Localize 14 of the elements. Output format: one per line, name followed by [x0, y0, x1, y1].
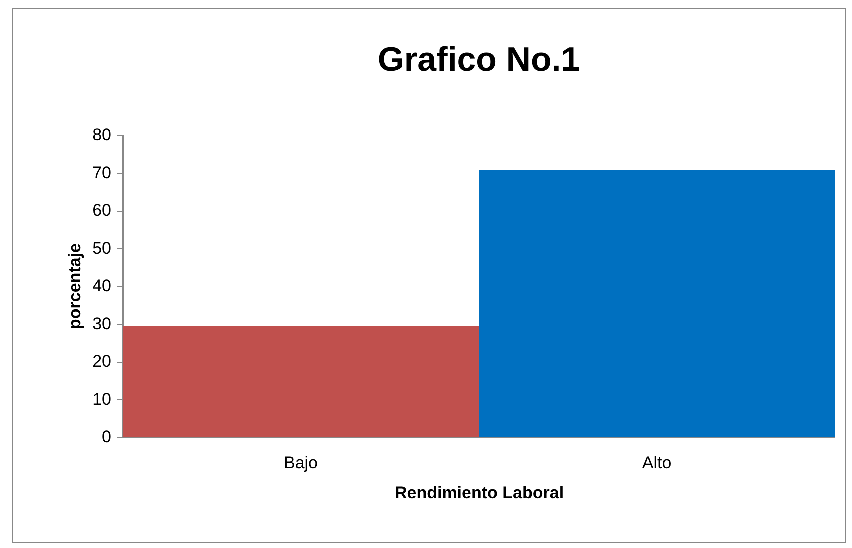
y-tick-label: 30 [92, 314, 112, 334]
y-tick-label: 60 [92, 201, 112, 220]
y-axis-title: porcentaje [66, 244, 85, 330]
y-tick-label: 40 [92, 276, 112, 296]
y-tick-label: 0 [102, 428, 112, 446]
x-tick-label: Bajo [284, 454, 318, 472]
y-tick-label: 80 [92, 126, 112, 144]
y-tick-label: 70 [92, 163, 112, 182]
chart-title: Grafico No.1 [378, 41, 580, 79]
y-tick-label: 20 [92, 352, 112, 371]
x-axis-title: Rendimiento Laboral [394, 484, 564, 502]
x-tick-label: Alto [642, 454, 672, 472]
y-tick-label: 10 [92, 390, 112, 409]
y-tick-label: 50 [92, 238, 112, 258]
